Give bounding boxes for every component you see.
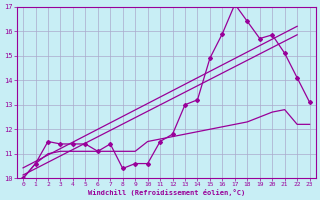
X-axis label: Windchill (Refroidissement éolien,°C): Windchill (Refroidissement éolien,°C) (88, 189, 245, 196)
